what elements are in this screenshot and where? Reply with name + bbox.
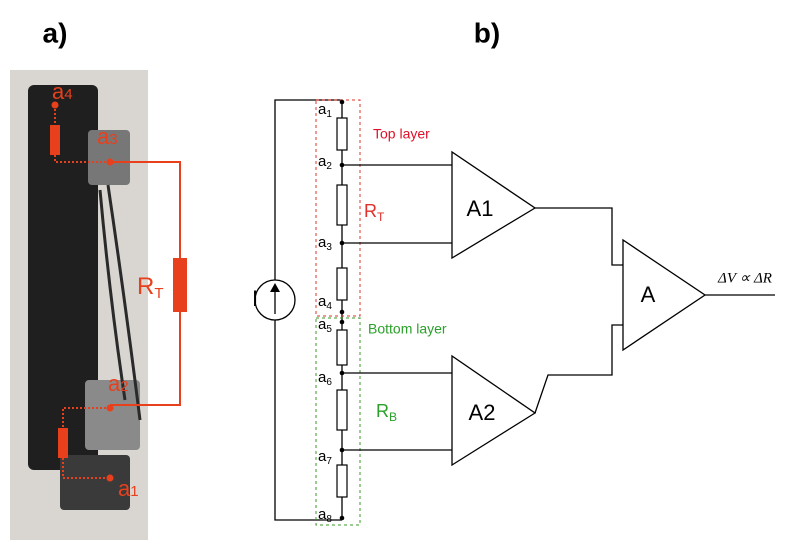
output-label: ΔV ∝ ΔR [717, 270, 772, 286]
amplifier-label: A [641, 282, 656, 307]
node-dot [340, 320, 345, 325]
node-label: a8 [318, 506, 332, 525]
resistor [337, 118, 347, 150]
node-sub: 6 [326, 377, 332, 388]
resistance-label: RT [364, 201, 385, 224]
figure: a) b) a4 a3 RT a2 a1 I [0, 0, 805, 540]
panel-label: b) [474, 17, 500, 48]
node-dot [340, 516, 345, 521]
node-dot [340, 448, 345, 453]
panel-label: a) [43, 17, 68, 48]
source-label: I [252, 286, 258, 311]
node-sub: 5 [326, 324, 332, 335]
node-sub: 8 [326, 514, 332, 525]
resistor [337, 185, 347, 225]
node-label: a7 [318, 448, 332, 467]
circuit: I Top layer Bottom layer RT RB A1 A2 A Δ… [252, 100, 775, 525]
node-sub: 2 [326, 161, 332, 172]
resistor [337, 390, 347, 430]
node-sub: 4 [326, 301, 332, 312]
amplifier-label: A1 [467, 196, 494, 221]
resistor [337, 268, 347, 300]
photo [10, 70, 148, 540]
node-dot [340, 100, 345, 105]
node-label: a2 [318, 153, 332, 172]
node-dot [340, 163, 345, 168]
resistor [337, 330, 347, 365]
node-dot [340, 310, 345, 315]
layer-label: Bottom layer [368, 321, 447, 337]
resistance-label: RT [137, 273, 164, 302]
node-dot [340, 371, 345, 376]
node-dot [340, 241, 345, 246]
node-sub: 1 [326, 109, 332, 120]
node-label: a5 [318, 316, 332, 335]
node-sub: 7 [326, 456, 332, 467]
resistance-label: RB [376, 401, 397, 424]
node-label: a3 [318, 234, 332, 253]
node-label: a6 [318, 369, 332, 388]
node-label: a4 [318, 293, 332, 312]
node-sub: 3 [326, 242, 332, 253]
layer-label: Top layer [373, 126, 430, 142]
resistor [337, 465, 347, 497]
amplifier-label: A2 [469, 400, 496, 425]
node-label: a1 [318, 101, 332, 120]
